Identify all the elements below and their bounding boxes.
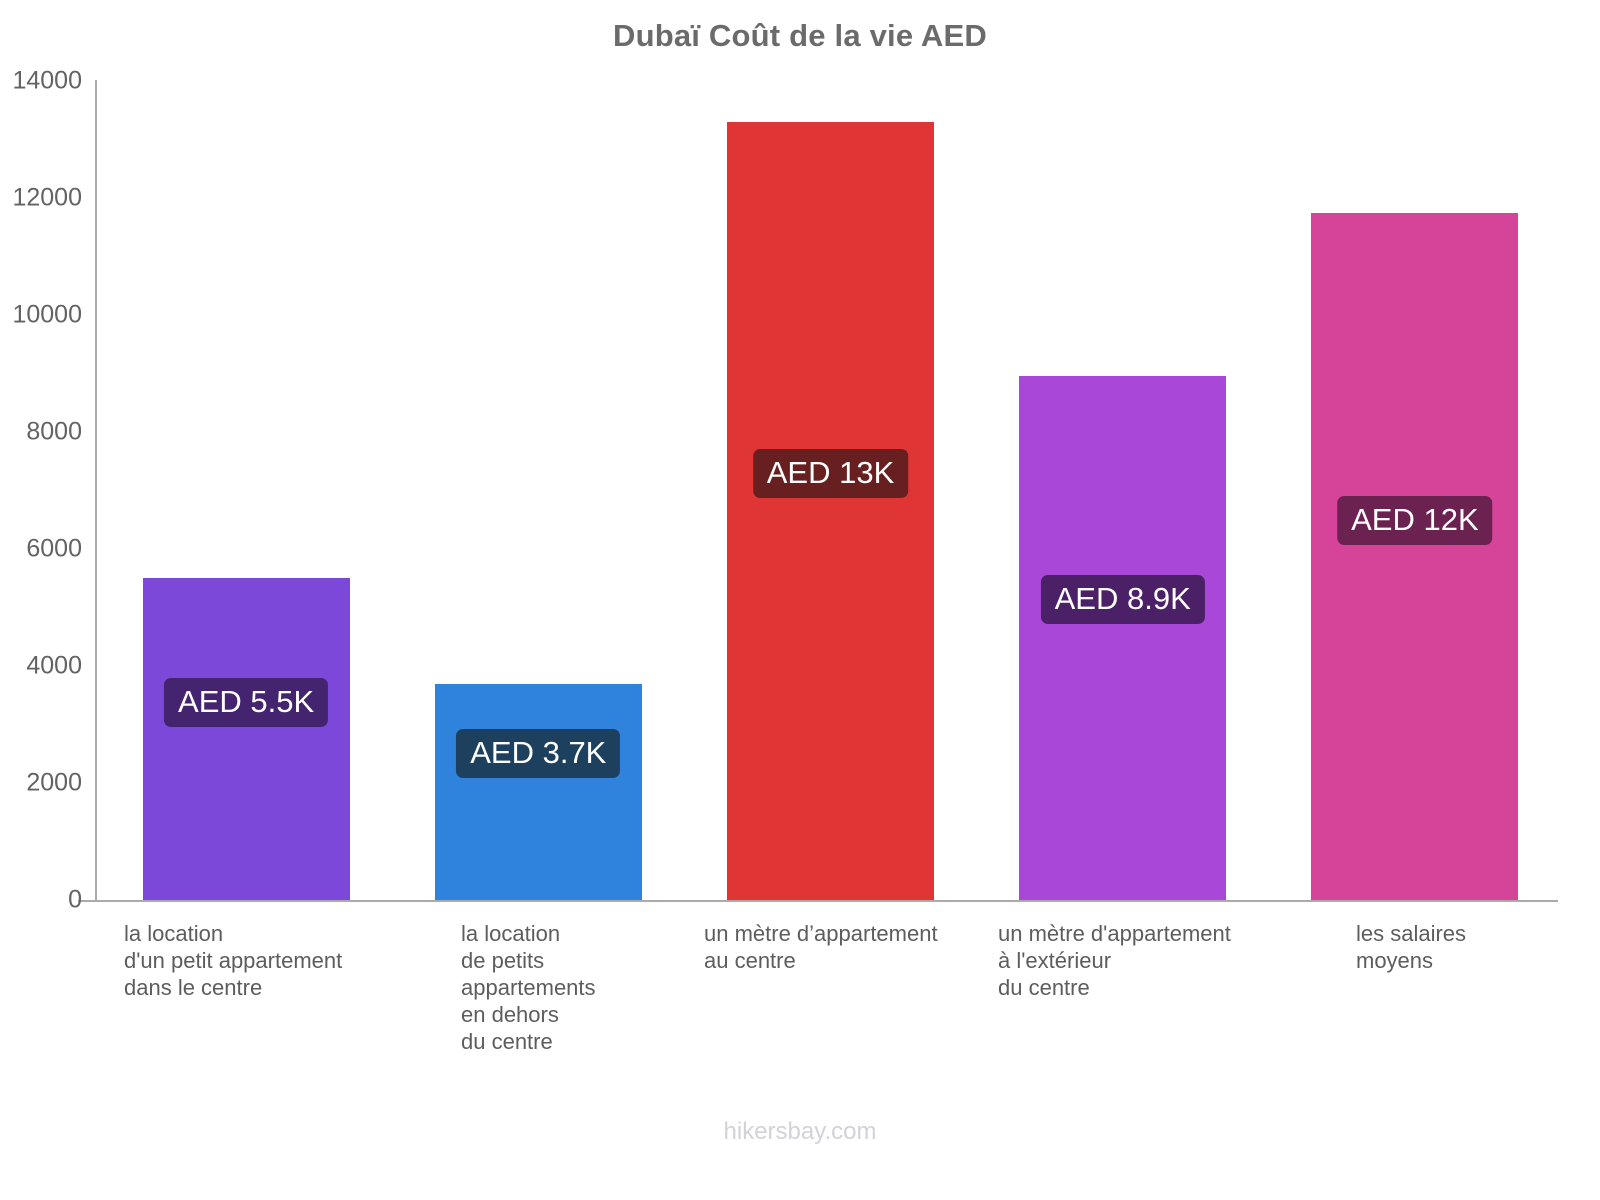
source-watermark: hikersbay.com bbox=[723, 1118, 877, 1145]
y-axis-line bbox=[95, 80, 97, 901]
x-axis-category-label: la location de petits appartements en de… bbox=[461, 921, 596, 1054]
x-axis-category-label: les salaires moyens bbox=[1356, 921, 1467, 973]
bar-value-label: AED 12K bbox=[1337, 496, 1493, 545]
x-axis-category-label: un mètre d'appartement à l'extérieur du … bbox=[998, 921, 1231, 1000]
bar[interactable] bbox=[727, 121, 934, 900]
y-axis-tick-label: 14000 bbox=[12, 66, 82, 95]
y-axis-tick-label: 10000 bbox=[12, 300, 82, 329]
bar[interactable] bbox=[1311, 212, 1519, 900]
bar-value-label: AED 3.7K bbox=[456, 729, 621, 778]
y-axis-tick-label: 12000 bbox=[12, 183, 82, 212]
bar-value-label: AED 13K bbox=[752, 449, 909, 498]
y-axis-tick-label: 6000 bbox=[26, 534, 82, 563]
y-axis-tick-label: 0 bbox=[68, 885, 82, 914]
x-axis-line bbox=[78, 900, 1558, 902]
bar-value-label: AED 5.5K bbox=[164, 678, 329, 727]
chart-title: Dubaï Coût de la vie AED bbox=[613, 18, 987, 53]
x-axis-category-label: la location d'un petit appartement dans … bbox=[124, 921, 343, 1000]
y-axis-tick-label: 8000 bbox=[26, 417, 82, 446]
bar[interactable] bbox=[434, 683, 642, 900]
y-axis-tick-label: 4000 bbox=[26, 651, 82, 680]
bar-value-label: AED 8.9K bbox=[1040, 575, 1205, 624]
bar[interactable] bbox=[1019, 376, 1227, 900]
bar[interactable] bbox=[142, 578, 350, 900]
bars-layer bbox=[142, 121, 1519, 900]
y-axis-tick-label: 2000 bbox=[26, 768, 82, 797]
x-axis-category-label: un mètre d’appartement au centre bbox=[704, 921, 938, 973]
